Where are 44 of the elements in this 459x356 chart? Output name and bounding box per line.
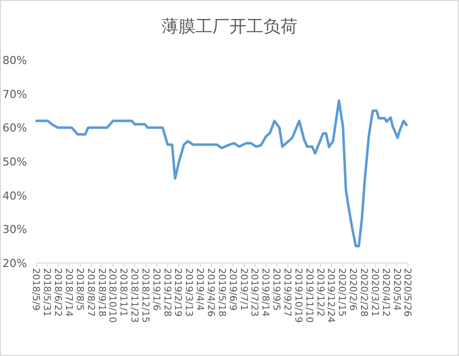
x-tick-label: 2019/2/19 [172,268,184,317]
x-tick-label: 2020/2/6 [347,268,358,311]
x-tick-label: 2019/8/14 [260,268,271,317]
y-tick-label: 50% [2,156,27,168]
x-tick-label: 2019/9/27 [282,268,293,317]
y-tick-label: 80% [2,54,27,67]
x-tick-label: 2020/2/28 [358,268,369,317]
x-tick-label: 2020/3/21 [368,268,380,317]
y-tick-label: 70% [2,88,27,101]
x-tick-label: 2020/5/4 [390,268,402,311]
x-tick-label: 2019/12/24 [325,268,336,323]
chart-title: 薄膜工厂开工负荷 [162,17,298,37]
x-tick-label: 2018/12/15 [139,268,150,323]
x-tick-label: 2019/4/4 [194,268,206,311]
x-tick-label: 2018/8/5 [74,268,85,311]
x-tick-label: 2018/6/22 [52,268,64,317]
x-tick-label: 2019/7/1 [238,268,249,311]
line-series [35,99,408,248]
x-tick-label: 2018/10/10 [106,268,118,323]
x-tick-label: 2018/5/31 [41,268,52,317]
x-tick-label: 2019/9/5 [270,268,282,311]
x-tick-label: 2018/8/27 [84,268,96,317]
x-tick-label: 2019/6/9 [226,268,238,311]
x-tick-label: 2020/4/12 [380,268,391,317]
x-tick-label: 2019/3/13 [183,268,194,317]
x-tick-label: 2019/1/6 [150,268,162,311]
x-tick-label: 2020/5/26 [402,268,413,317]
x-tick-label: 2019/7/23 [248,268,260,317]
x-tick-label: 2018/11/1 [118,268,129,317]
x-tick-label: 2019/11/10 [303,268,314,323]
x-tick-label: 2020/1/15 [336,268,348,317]
x-tick-label: 2018/5/9 [30,268,42,311]
x-tick-label: 2019/4/26 [205,268,216,317]
x-tick-label: 2018/7/14 [62,268,74,317]
x-tick-label: 2019/1/28 [161,268,172,317]
y-tick-label: 30% [2,223,27,236]
y-tick-label: 60% [2,122,27,135]
y-tick-label: 40% [2,189,27,202]
x-tick-label: 2019/12/2 [314,268,326,317]
x-tick-label: 2019/10/19 [292,268,304,323]
x-tick-label: 2018/9/18 [96,268,107,317]
x-tick-label: 2018/11/23 [128,268,140,323]
x-tick-label: 2019/5/18 [216,268,227,317]
y-tick-label: 20% [2,257,27,270]
